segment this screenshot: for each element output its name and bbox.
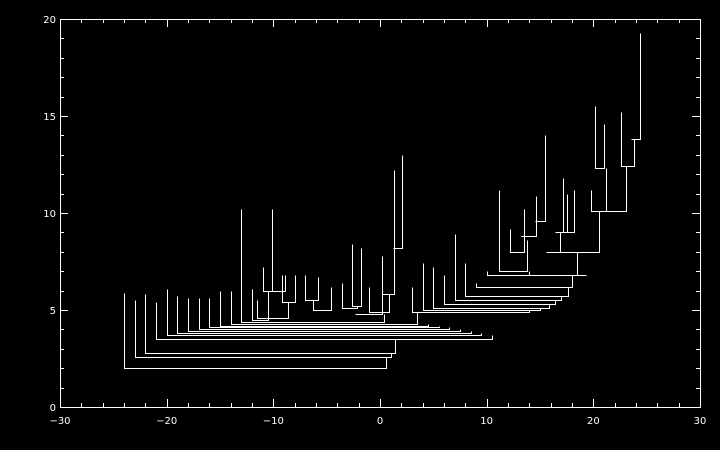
dendrogram-link <box>393 155 403 249</box>
dendrogram-link <box>369 287 390 313</box>
x-tick-label: −20 <box>156 416 177 427</box>
dendrogram-link <box>499 190 528 272</box>
dendrogram-link <box>231 291 418 325</box>
dendrogram-link <box>209 298 440 328</box>
axis-tick-labels: −30 −20 −10 0 10 20 30 0 5 10 15 20 <box>43 15 706 427</box>
y-tick-label: 10 <box>43 209 56 220</box>
x-tick-label: −30 <box>49 416 70 427</box>
dendrogram-link <box>433 267 550 309</box>
dendrogram-link <box>124 293 387 369</box>
dendrogram-link <box>135 300 392 358</box>
dendrogram-link <box>465 263 569 297</box>
dendrogram-link <box>382 170 395 295</box>
x-tick-label: −10 <box>263 416 284 427</box>
dendrogram-link <box>606 166 627 212</box>
y-tick-label: 0 <box>50 403 56 414</box>
dendrogram-link <box>621 112 635 167</box>
dendrogram-link <box>188 298 461 332</box>
dendrogram-link <box>313 287 332 311</box>
dendrogram-link <box>423 263 541 311</box>
dendrogram-link <box>252 289 269 321</box>
dendrogram-link <box>487 271 587 276</box>
x-tick-label: 20 <box>587 416 600 427</box>
dendrogram-link <box>167 289 482 336</box>
dendrogram-link <box>510 209 525 253</box>
y-tick-label: 20 <box>43 15 56 26</box>
dendrogram-link <box>560 211 600 253</box>
dendrogram-link <box>177 296 472 334</box>
dendrogram-link <box>455 234 562 301</box>
x-tick-label: 0 <box>377 416 383 427</box>
dendrogram-link <box>595 106 605 169</box>
x-tick-label: 10 <box>480 416 493 427</box>
dendrogram-link <box>257 300 289 319</box>
dendrogram-link <box>563 178 575 233</box>
dendrogram-link <box>220 291 429 327</box>
plot-frame <box>60 19 701 408</box>
dendrogram-link <box>631 33 641 140</box>
dendrogram-links <box>124 33 641 369</box>
dendrogram-link <box>305 275 319 301</box>
y-tick-label: 15 <box>43 112 56 123</box>
y-tick-label: 5 <box>50 306 56 317</box>
dendrogram-link <box>521 196 537 237</box>
dendrogram-link <box>199 298 450 330</box>
dendrogram-link <box>145 294 396 354</box>
x-tick-label: 30 <box>694 416 707 427</box>
dendrogram-link <box>476 275 573 288</box>
dendrogram-link <box>412 287 530 313</box>
dendrogram-link <box>156 302 493 340</box>
dendrogram-link <box>241 209 385 323</box>
dendrogram-link <box>355 294 383 315</box>
dendrogram-link <box>342 283 358 309</box>
dendrogram-link <box>535 135 546 222</box>
dendrogram-link <box>444 275 556 305</box>
